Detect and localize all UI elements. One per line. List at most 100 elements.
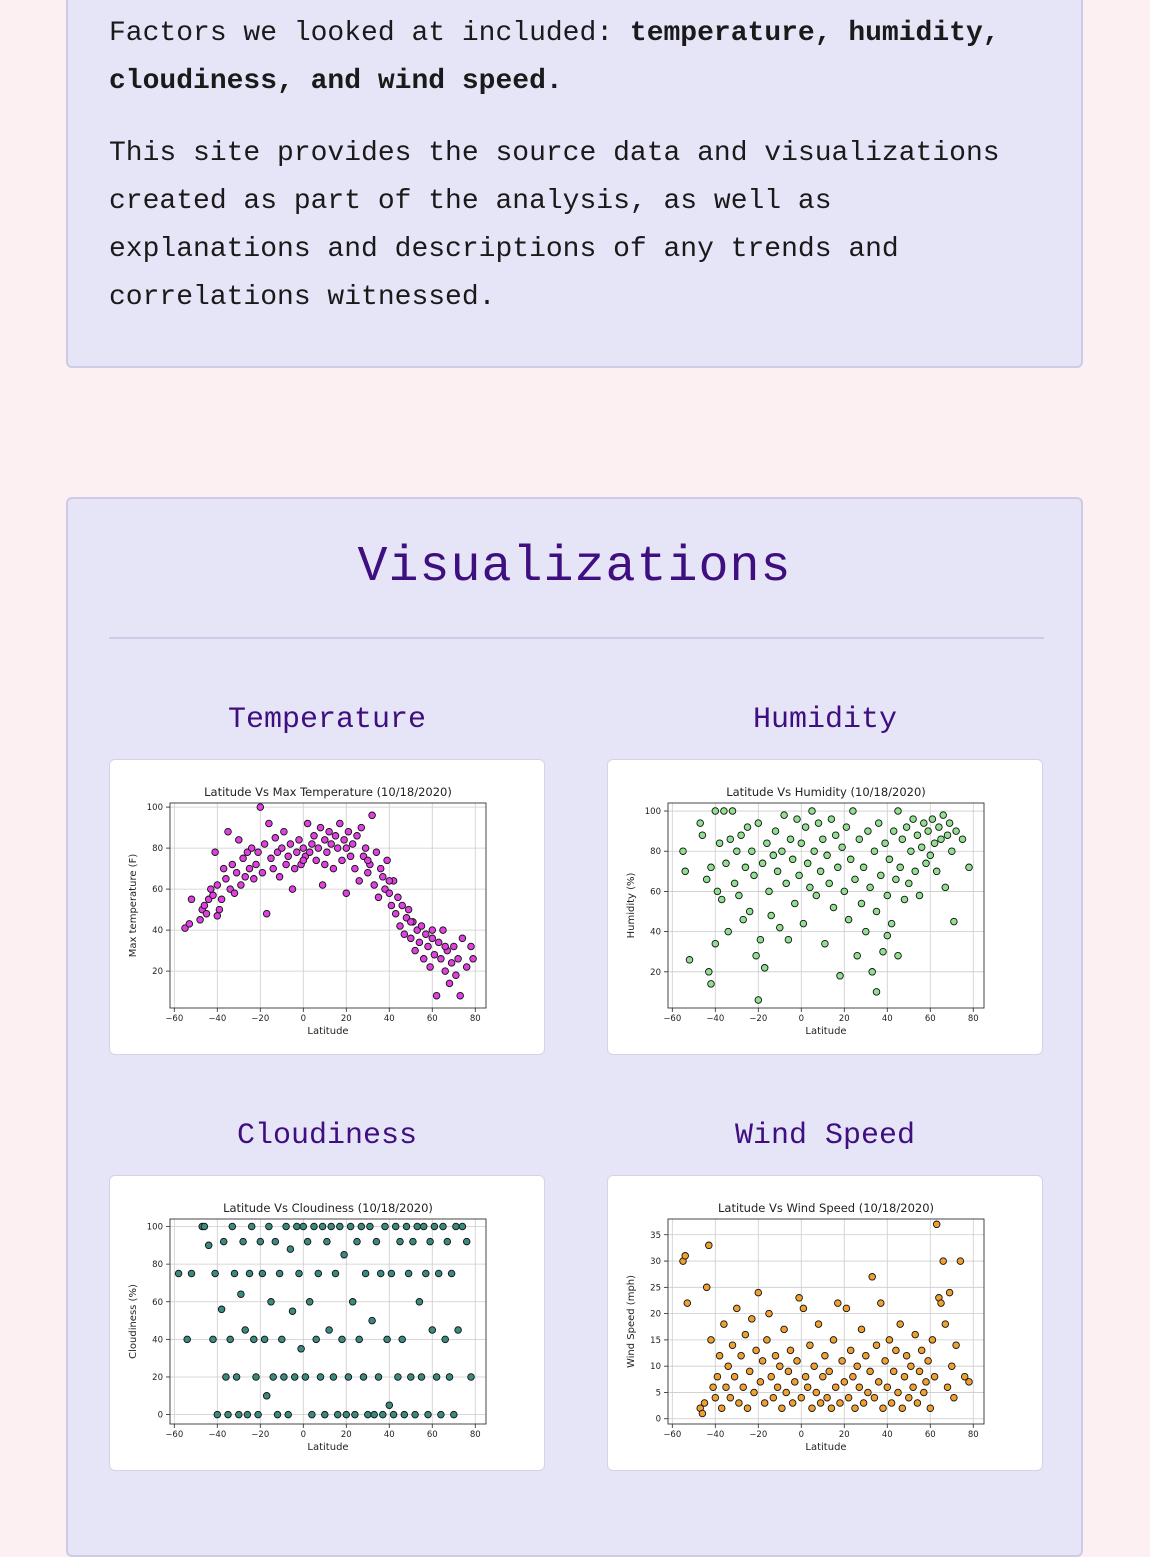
data-point — [799, 1304, 808, 1313]
data-point — [467, 1373, 475, 1381]
cloudiness-chart-card[interactable]: Latitude Vs Cloudiness (10/18/2020) −60 −4… — [109, 1175, 545, 1471]
humidity-scatter-chart: Latitude Vs Humidity (10/18/2020) −60 −40 −… — [626, 785, 985, 1037]
data-point — [728, 807, 737, 815]
data-point — [834, 1299, 842, 1307]
wind-speed-chart-card[interactable]: Latitude Vs Wind Speed (10/18/2020) −60 −4… — [607, 1175, 1043, 1471]
data-point — [920, 1388, 928, 1397]
data-point — [730, 1372, 739, 1381]
data-point — [717, 1404, 726, 1412]
data-point — [808, 807, 816, 815]
data-point — [219, 864, 228, 873]
data-point — [340, 836, 348, 844]
x-tick-label: 0 — [301, 1014, 306, 1024]
factors-paragraph: Factors we looked at included: temperatu… — [109, 10, 1049, 106]
data-point — [209, 1335, 217, 1344]
data-point — [892, 875, 900, 884]
data-point — [310, 832, 318, 840]
data-point — [733, 847, 741, 855]
x-tick-label: 60 — [925, 1014, 936, 1024]
data-point — [928, 815, 937, 823]
x-tick-label: −40 — [706, 1014, 724, 1024]
data-point — [185, 920, 194, 928]
data-point — [883, 891, 892, 900]
data-point — [348, 1298, 357, 1306]
data-point — [265, 1222, 273, 1231]
data-point — [383, 856, 391, 865]
data-point — [434, 938, 443, 947]
data-point — [836, 1399, 844, 1407]
data-point — [849, 1372, 857, 1381]
data-point — [917, 843, 926, 851]
data-point — [769, 1393, 778, 1402]
data-point — [428, 926, 437, 934]
x-tick-label: −60 — [165, 1430, 183, 1440]
y-tick-label: 80 — [152, 1260, 163, 1270]
data-point — [284, 1410, 292, 1419]
data-point — [458, 934, 467, 943]
data-point — [346, 852, 355, 861]
data-point — [385, 889, 394, 897]
data-point — [756, 1378, 765, 1386]
y-axis-label: Max temperature (F) — [128, 854, 139, 958]
y-tick-label: 40 — [152, 1335, 163, 1345]
data-point — [717, 895, 726, 904]
data-point — [877, 1299, 885, 1307]
x-tick-label: 80 — [470, 1014, 481, 1024]
data-point — [857, 899, 866, 908]
data-point — [902, 823, 911, 831]
data-point — [450, 1410, 458, 1419]
data-point — [872, 1341, 881, 1349]
data-point — [870, 847, 879, 855]
data-point — [739, 1383, 747, 1391]
data-point — [426, 963, 434, 971]
data-point — [741, 863, 750, 872]
data-point — [267, 1298, 275, 1306]
data-point — [232, 1373, 241, 1381]
data-point — [297, 1345, 305, 1353]
data-point — [275, 873, 284, 881]
data-point — [842, 823, 851, 831]
data-point — [874, 1378, 883, 1386]
data-point — [204, 1241, 213, 1250]
data-point — [823, 1393, 831, 1402]
data-point — [424, 942, 432, 951]
data-point — [866, 1367, 874, 1376]
data-point — [745, 1367, 754, 1376]
data-point — [801, 823, 810, 831]
data-point — [711, 939, 720, 948]
data-point — [209, 891, 217, 900]
data-point — [937, 1299, 945, 1307]
data-point — [945, 819, 954, 827]
data-point — [441, 1335, 449, 1344]
factors-bold-text: temperature, humidity, cloudiness, and w… — [109, 18, 1000, 97]
data-point — [439, 1222, 447, 1231]
data-point — [293, 1222, 301, 1231]
data-point — [245, 1269, 254, 1278]
data-point — [323, 848, 331, 856]
data-point — [864, 827, 872, 835]
data-point — [767, 911, 775, 920]
data-point — [187, 1269, 196, 1278]
data-point — [773, 867, 782, 876]
data-point — [432, 1373, 441, 1381]
y-tick-label: 100 — [645, 807, 661, 817]
temperature-chart-card[interactable]: Latitude Vs Max Temperature (10/18/2020)… — [109, 759, 545, 1055]
data-point — [814, 1320, 823, 1328]
data-point — [715, 839, 724, 847]
data-point — [767, 1372, 775, 1381]
data-point — [932, 867, 941, 876]
data-point — [454, 1326, 462, 1334]
data-point — [316, 823, 325, 832]
data-point — [340, 1250, 348, 1259]
humidity-chart-card[interactable]: Latitude Vs Humidity (10/18/2020) −60 −40 −… — [607, 759, 1043, 1055]
data-point — [430, 1222, 439, 1231]
data-point — [763, 1336, 771, 1344]
data-point — [422, 1269, 430, 1278]
data-point — [797, 1393, 806, 1402]
x-tick-label: −20 — [749, 1430, 767, 1440]
data-point — [271, 1237, 280, 1246]
data-point — [943, 1383, 952, 1391]
data-point — [417, 922, 426, 930]
data-point — [829, 903, 838, 912]
data-point — [428, 934, 437, 943]
